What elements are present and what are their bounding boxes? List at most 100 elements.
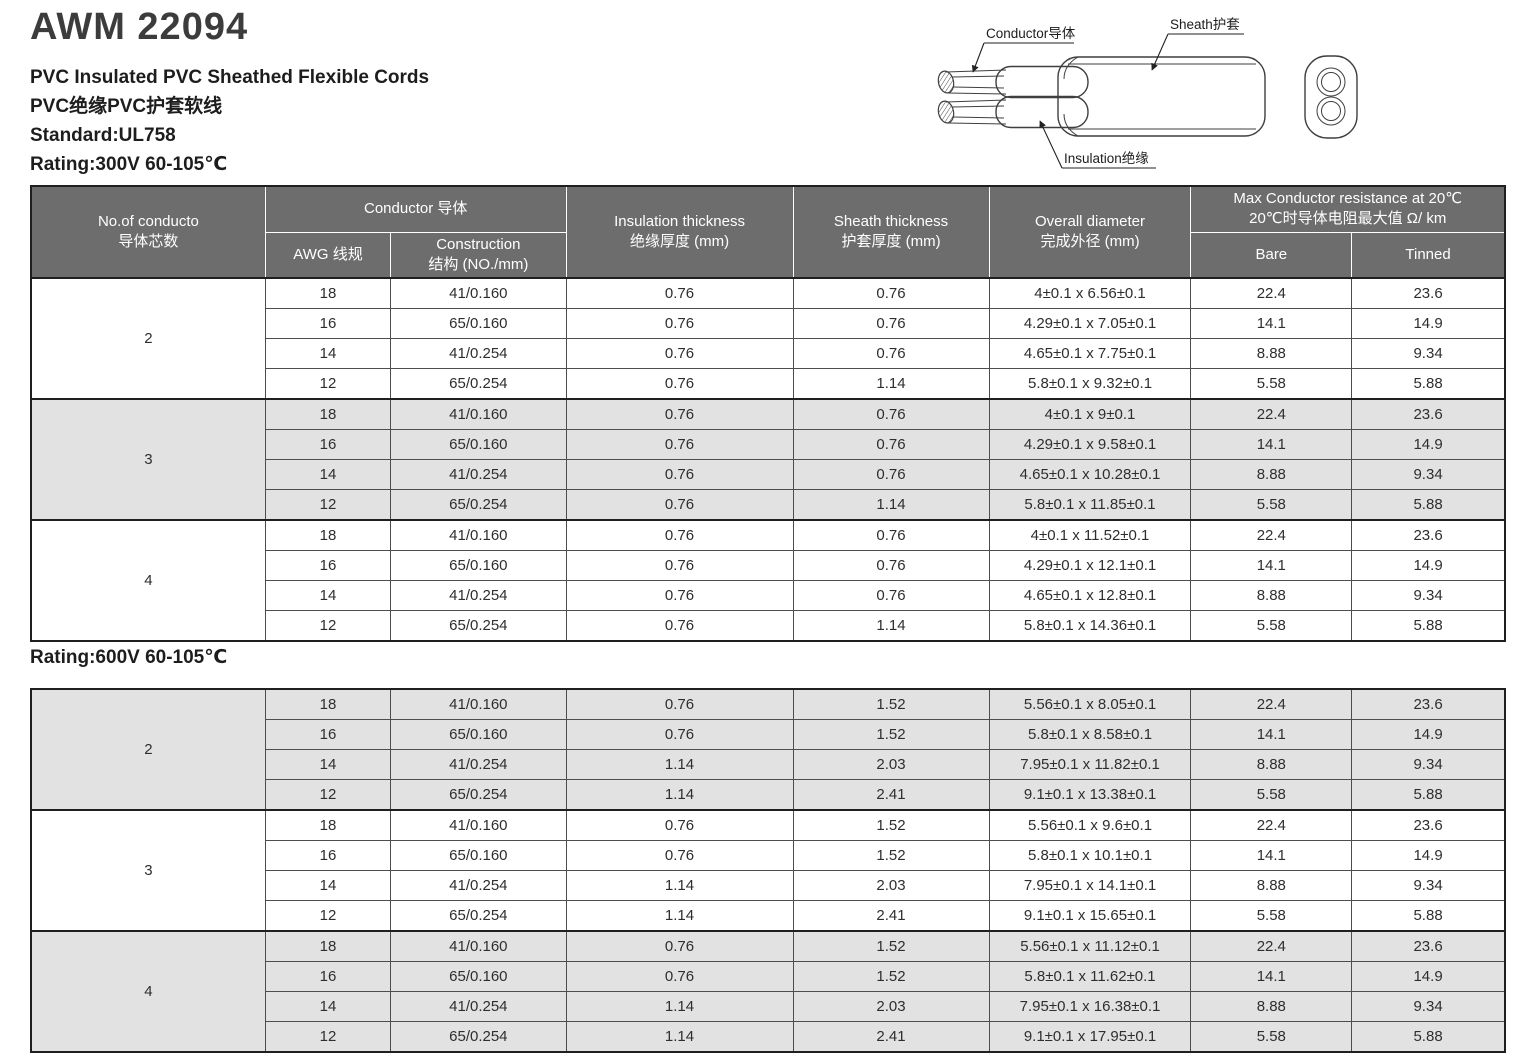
header-cell-bare: Bare bbox=[1190, 231, 1353, 279]
spec-cell: 1.52 bbox=[792, 930, 990, 962]
table-row: 2 18 41/0.160 0.76 0.76 4±0.1 x 6.56±0.1 22.4 2… bbox=[30, 277, 1506, 400]
subtitle-en: PVC Insulated PVC Sheathed Flexible Cord… bbox=[30, 67, 430, 88]
spec-cell: 0.76 bbox=[565, 580, 794, 611]
table-row: 14 41/0.254 1.14 2.03 7.95±0.1 x 14.1±0.1 8.8… bbox=[31, 870, 1506, 901]
header-cell-diameter: Overall diameter 完成外径 (mm) bbox=[988, 185, 1192, 279]
spec-cell: 16 bbox=[264, 961, 392, 992]
spec-cell: 4±0.1 x 9±0.1 bbox=[988, 398, 1192, 430]
spec-cell: 41/0.160 bbox=[390, 277, 567, 309]
spec-cell: 23.6 bbox=[1351, 277, 1506, 309]
table-row: 2 18 41/0.160 0.76 1.52 5.56±0.1 x 8.05±0.1 22… bbox=[30, 688, 1506, 811]
spec-cell: 0.76 bbox=[565, 809, 794, 841]
header-cores-zh: 导体芯数 bbox=[118, 233, 179, 250]
spec-cell: 23.6 bbox=[1351, 398, 1506, 430]
header-cell-cores: No.of conducto 导体芯数 bbox=[30, 185, 266, 279]
spec-cell: 5.58 bbox=[1190, 1021, 1353, 1053]
header-sheath-zh: 护套厚度 (mm) bbox=[841, 233, 941, 250]
spec-cell: 0.76 bbox=[565, 519, 794, 551]
spec-cell: 0.76 bbox=[565, 308, 794, 339]
spec-cell: 0.76 bbox=[565, 719, 794, 750]
spec-cell: 2.41 bbox=[792, 779, 990, 811]
header-sheath-en: Sheath thickness bbox=[833, 212, 949, 230]
spec-cell: 8.88 bbox=[1190, 580, 1353, 611]
spec-cell: 14.9 bbox=[1351, 961, 1506, 992]
sheath-callout: Sheath护套 bbox=[1151, 17, 1244, 71]
spec-cell: 23.6 bbox=[1351, 809, 1506, 841]
spec-cell: 14 bbox=[264, 580, 392, 611]
standard-line: Standard:UL758 bbox=[30, 125, 176, 146]
conductor-strands-lower bbox=[937, 99, 1007, 125]
spec-cell: 41/0.254 bbox=[390, 870, 567, 901]
spec-cell: 14 bbox=[264, 338, 392, 369]
table-row: 4 18 41/0.160 0.76 0.76 4±0.1 x 11.52±0.1 22.4… bbox=[30, 519, 1506, 642]
spec-cell: 5.8±0.1 x 11.62±0.1 bbox=[988, 961, 1192, 992]
spec-cell: 0.76 bbox=[792, 550, 990, 581]
spec-cell: 18 bbox=[264, 519, 392, 551]
header-construction-en: Construction bbox=[436, 235, 521, 253]
table-row: 12 65/0.254 1.14 2.41 9.1±0.1 x 13.38±0.1 5.5… bbox=[31, 779, 1506, 811]
spec-cell: 22.4 bbox=[1190, 809, 1353, 841]
core-lower bbox=[995, 95, 1089, 129]
table-row: 12 65/0.254 0.76 1.14 5.8±0.1 x 11.85±0.1 5.5… bbox=[31, 489, 1506, 521]
table-row: 3 18 41/0.160 0.76 1.52 5.56±0.1 x 9.6±0.1 22.… bbox=[30, 809, 1506, 932]
header-resistance-zh: 20℃时导体电阻最大值 Ω/ km bbox=[1249, 210, 1447, 228]
header-insulation-en: Insulation thickness bbox=[614, 212, 745, 230]
spec-cell: 18 bbox=[264, 398, 392, 430]
spec-cell: 12 bbox=[264, 368, 392, 400]
spec-cell: 0.76 bbox=[565, 338, 794, 369]
spec-cell: 14 bbox=[264, 870, 392, 901]
spec-cell: 5.8±0.1 x 10.1±0.1 bbox=[988, 840, 1192, 871]
spec-cell: 4±0.1 x 11.52±0.1 bbox=[988, 519, 1192, 551]
spec-cell: 16 bbox=[264, 840, 392, 871]
spec-cell: 1.14 bbox=[565, 870, 794, 901]
spec-cell: 1.14 bbox=[792, 368, 990, 400]
spec-cell: 65/0.254 bbox=[390, 368, 567, 400]
spec-cell: 23.6 bbox=[1351, 930, 1506, 962]
spec-cell: 65/0.160 bbox=[390, 429, 567, 460]
spec-cell: 7.95±0.1 x 14.1±0.1 bbox=[988, 870, 1192, 901]
header-diameter-en: Overall diameter bbox=[1034, 212, 1146, 230]
spec-cell: 0.76 bbox=[565, 459, 794, 490]
spec-cell: 41/0.160 bbox=[390, 519, 567, 551]
rating-300v-line: Rating:300V 60-105℃ bbox=[30, 154, 228, 175]
spec-cell: 41/0.254 bbox=[390, 338, 567, 369]
spec-cell: 14 bbox=[264, 749, 392, 780]
insulation-label: Insulation绝缘 bbox=[1064, 151, 1149, 166]
conductor-count-cell: 4 bbox=[30, 519, 266, 642]
spec-cell: 1.52 bbox=[792, 809, 990, 841]
spec-cell: 5.58 bbox=[1190, 900, 1353, 932]
spec-cell: 16 bbox=[264, 550, 392, 581]
spec-cell: 8.88 bbox=[1190, 338, 1353, 369]
table-row: 16 65/0.160 0.76 0.76 4.29±0.1 x 9.58±0.1 14.… bbox=[31, 429, 1506, 460]
spec-cell: 9.34 bbox=[1351, 338, 1506, 369]
table-row: 14 41/0.254 1.14 2.03 7.95±0.1 x 11.82±0.1 8.… bbox=[31, 749, 1506, 780]
sheath-label: Sheath护套 bbox=[1170, 17, 1240, 32]
spec-cell: 1.14 bbox=[565, 991, 794, 1022]
spec-cell: 8.88 bbox=[1190, 991, 1353, 1022]
spec-cell: 0.76 bbox=[792, 519, 990, 551]
table-row: 14 41/0.254 1.14 2.03 7.95±0.1 x 16.38±0.1 8.… bbox=[31, 991, 1506, 1022]
spec-cell: 1.52 bbox=[792, 840, 990, 871]
spec-cell: 0.76 bbox=[565, 429, 794, 460]
header-cell-tinned: Tinned bbox=[1351, 231, 1506, 279]
table-body-600v: 2 18 41/0.160 0.76 1.52 5.56±0.1 x 8.05±0.1 22… bbox=[30, 688, 1506, 1053]
spec-cell: 0.76 bbox=[792, 338, 990, 369]
spec-cell: 9.34 bbox=[1351, 749, 1506, 780]
spec-cell: 14.1 bbox=[1190, 550, 1353, 581]
spec-cell: 2.41 bbox=[792, 900, 990, 932]
spec-cell: 18 bbox=[264, 277, 392, 309]
spec-cell: 41/0.160 bbox=[390, 809, 567, 841]
spec-cell: 41/0.254 bbox=[390, 580, 567, 611]
spec-cell: 1.14 bbox=[792, 489, 990, 521]
spec-cell: 4.65±0.1 x 7.75±0.1 bbox=[988, 338, 1192, 369]
spec-cell: 4.65±0.1 x 10.28±0.1 bbox=[988, 459, 1192, 490]
spec-cell: 12 bbox=[264, 610, 392, 642]
spec-cell: 5.58 bbox=[1190, 489, 1353, 521]
conductor-count-cell: 3 bbox=[30, 398, 266, 521]
table-header: No.of conducto 导体芯数 Conductor 导体 Insulat… bbox=[30, 185, 1506, 279]
table-row: 14 41/0.254 0.76 0.76 4.65±0.1 x 12.8±0.1 8.8… bbox=[31, 580, 1506, 611]
spec-cell: 2.03 bbox=[792, 749, 990, 780]
spec-cell: 1.14 bbox=[565, 1021, 794, 1053]
spec-cell: 5.56±0.1 x 8.05±0.1 bbox=[988, 688, 1192, 720]
spec-cell: 9.34 bbox=[1351, 991, 1506, 1022]
